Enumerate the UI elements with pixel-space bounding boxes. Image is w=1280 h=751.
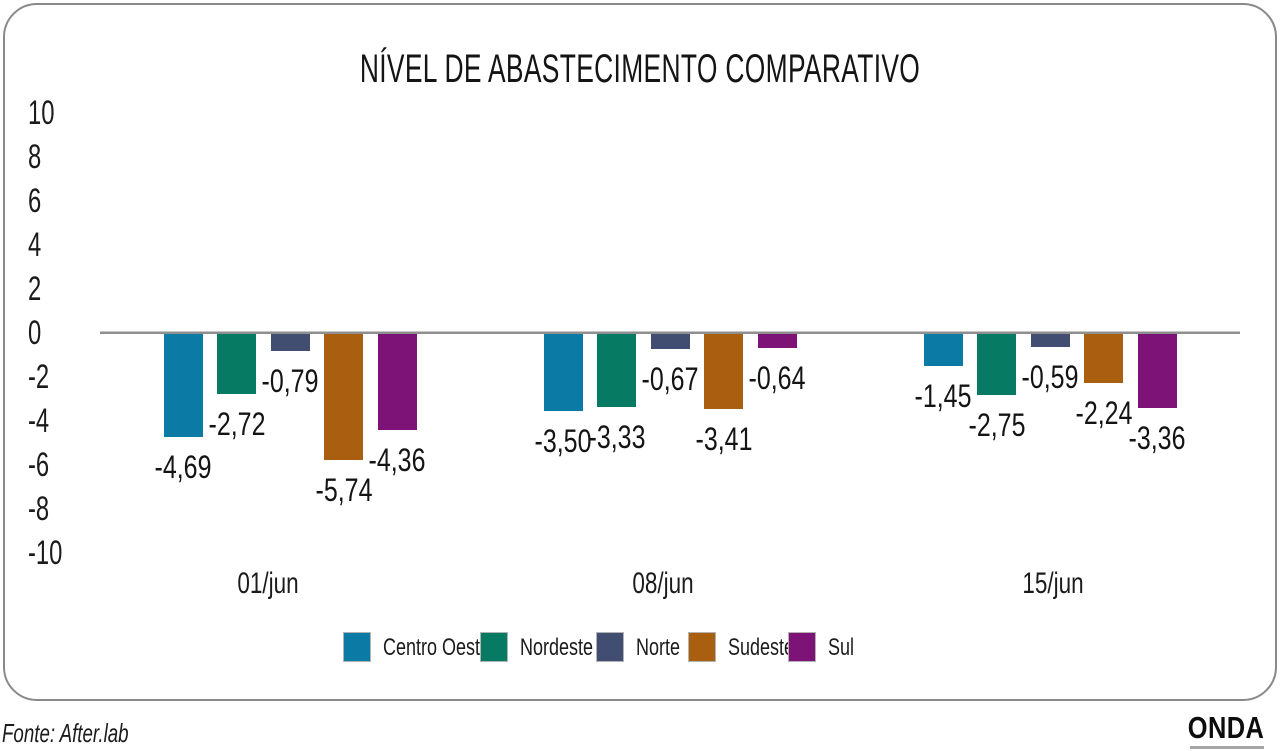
legend-swatch-nordeste	[480, 632, 508, 662]
bar-sul-15-jun	[1137, 334, 1177, 408]
bar-norte-15-jun	[1030, 334, 1070, 347]
x-axis-line	[100, 331, 1240, 334]
bar-centro-oeste-01-jun	[163, 334, 203, 437]
bar-value-label: -2,24	[1075, 395, 1132, 431]
bar-value-label: -3,36	[1128, 420, 1186, 456]
bar-value-label: -1,45	[914, 378, 972, 414]
y-axis-label: -8	[28, 490, 50, 528]
y-axis-label: 2	[28, 270, 42, 308]
bar-nordeste-01-jun	[217, 334, 256, 394]
bar-sudeste-01-jun	[324, 334, 363, 460]
bar-value-label: -0,79	[261, 363, 319, 399]
x-axis-label: 08/jun	[632, 567, 694, 600]
y-axis-label: 0	[28, 314, 42, 352]
bar-norte-08-jun	[650, 334, 690, 349]
legend-label-sudeste: Sudeste	[728, 634, 795, 661]
source-text: Fonte: After.lab	[2, 718, 129, 748]
bar-sul-08-jun	[757, 334, 797, 348]
y-axis-label: -2	[28, 358, 50, 396]
chart-card	[3, 3, 1277, 701]
bar-sudeste-08-jun	[704, 334, 743, 409]
bar-norte-01-jun	[270, 334, 310, 351]
bar-value-label: -0,67	[641, 361, 699, 397]
bar-centro-oeste-08-jun	[543, 334, 583, 411]
y-axis-label: -6	[28, 446, 50, 484]
y-axis-label: -10	[28, 534, 63, 572]
bar-value-label: -2,75	[968, 407, 1025, 443]
bar-value-label: -2,72	[208, 406, 265, 442]
bar-sudeste-15-jun	[1084, 334, 1123, 383]
bar-value-label: -4,36	[368, 442, 426, 478]
legend-label-norte: Norte	[636, 634, 681, 661]
y-axis-label: 6	[28, 182, 42, 220]
chart-title: NÍVEL DE ABASTECIMENTO COMPARATIVO	[359, 47, 921, 91]
x-axis-label: 01/jun	[237, 567, 299, 600]
bar-value-label: -0,64	[748, 360, 806, 396]
legend-swatch-sudeste	[688, 632, 716, 662]
y-axis-label: -4	[28, 402, 50, 440]
y-axis-label: 10	[28, 94, 55, 132]
bar-value-label: -4,69	[154, 449, 212, 485]
y-axis-label: 4	[28, 226, 42, 264]
legend-swatch-sul	[788, 632, 816, 662]
bar-centro-oeste-15-jun	[923, 334, 963, 366]
legend-label-centro-oeste: Centro Oeste	[383, 634, 491, 661]
bar-value-label: -0,59	[1021, 359, 1079, 395]
legend-label-sul: Sul	[828, 634, 855, 661]
legend-label-nordeste: Nordeste	[520, 634, 594, 661]
bar-sul-01-jun	[377, 334, 417, 430]
x-axis-label: 15/jun	[1022, 567, 1084, 600]
logo-tagline	[1190, 746, 1264, 749]
y-axis-label: 8	[28, 138, 42, 176]
bar-value-label: -5,74	[315, 472, 372, 508]
bar-nordeste-15-jun	[977, 334, 1016, 395]
bar-value-label: -3,50	[534, 423, 592, 459]
onda-logo: ONDA	[1187, 710, 1264, 745]
bar-value-label: -3,33	[588, 419, 645, 455]
bar-nordeste-08-jun	[597, 334, 636, 407]
legend-swatch-norte	[596, 632, 624, 662]
bar-value-label: -3,41	[695, 421, 752, 457]
legend-swatch-centro-oeste	[343, 632, 371, 662]
